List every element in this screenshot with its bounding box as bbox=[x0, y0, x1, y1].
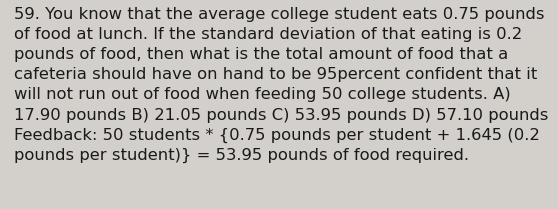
Text: 59. You know that the average college student eats 0.75 pounds
of food at lunch.: 59. You know that the average college st… bbox=[14, 7, 549, 163]
